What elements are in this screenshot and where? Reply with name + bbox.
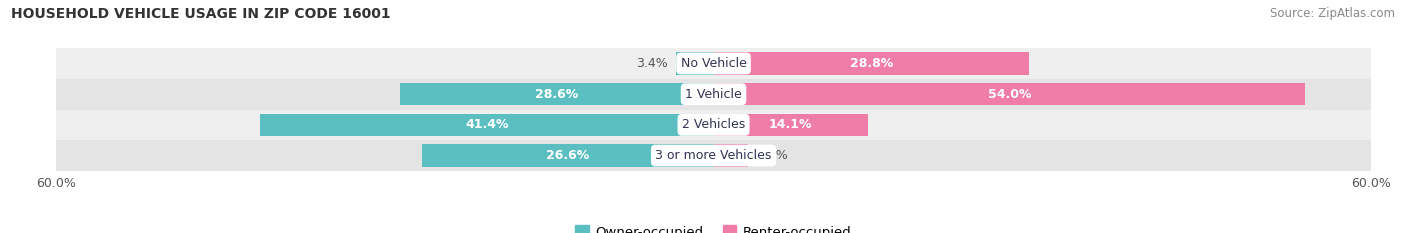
- Text: 2 Vehicles: 2 Vehicles: [682, 118, 745, 131]
- Text: 1 Vehicle: 1 Vehicle: [685, 88, 742, 101]
- Text: 3 or more Vehicles: 3 or more Vehicles: [655, 149, 772, 162]
- Text: 14.1%: 14.1%: [769, 118, 813, 131]
- Text: 26.6%: 26.6%: [546, 149, 589, 162]
- Text: 3.1%: 3.1%: [756, 149, 787, 162]
- Text: 28.6%: 28.6%: [536, 88, 578, 101]
- Bar: [713, 144, 748, 167]
- Bar: [56, 110, 1371, 140]
- Bar: [56, 140, 1371, 171]
- Text: 3.4%: 3.4%: [636, 57, 668, 70]
- Bar: [713, 83, 1305, 105]
- Text: 41.4%: 41.4%: [465, 118, 509, 131]
- Text: Source: ZipAtlas.com: Source: ZipAtlas.com: [1270, 7, 1395, 20]
- Text: 54.0%: 54.0%: [987, 88, 1031, 101]
- Text: No Vehicle: No Vehicle: [681, 57, 747, 70]
- Bar: [713, 52, 1029, 75]
- Bar: [260, 114, 713, 136]
- Bar: [422, 144, 713, 167]
- Bar: [713, 114, 868, 136]
- Bar: [56, 79, 1371, 110]
- Legend: Owner-occupied, Renter-occupied: Owner-occupied, Renter-occupied: [571, 220, 856, 233]
- Bar: [401, 83, 713, 105]
- Text: HOUSEHOLD VEHICLE USAGE IN ZIP CODE 16001: HOUSEHOLD VEHICLE USAGE IN ZIP CODE 1600…: [11, 7, 391, 21]
- Bar: [56, 48, 1371, 79]
- Bar: [676, 52, 713, 75]
- Text: 28.8%: 28.8%: [849, 57, 893, 70]
